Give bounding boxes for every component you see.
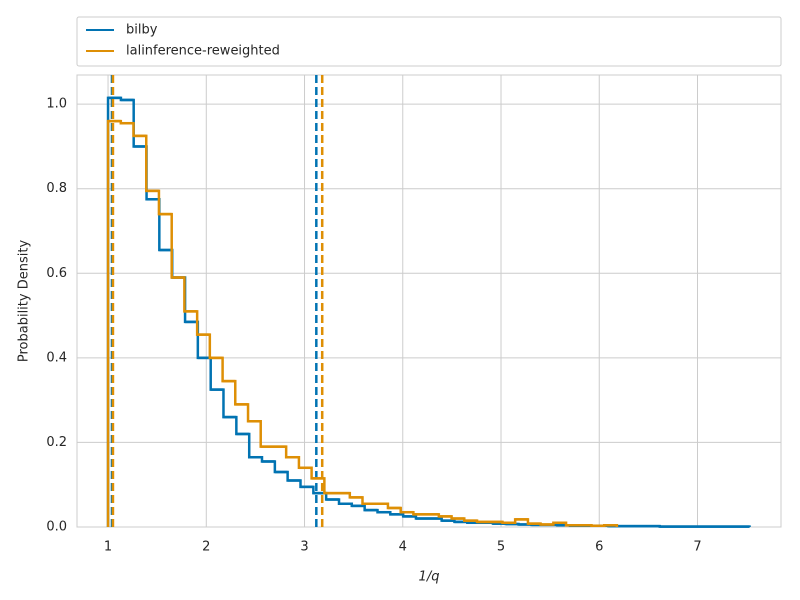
x-tick-label: 5	[497, 540, 505, 555]
x-tick-label: 3	[300, 540, 308, 555]
y-axis-label: Probability Density	[17, 240, 32, 363]
legend-box	[76, 16, 782, 67]
plot-frame	[76, 74, 782, 528]
x-tick-label: 6	[595, 540, 603, 555]
legend-label: bilby	[126, 23, 158, 38]
y-tick-label: 0.8	[46, 181, 67, 196]
legend-label: lalinference-reweighted	[126, 44, 280, 59]
y-tick-label: 0.4	[46, 350, 67, 365]
y-tick-label: 0.2	[46, 435, 67, 450]
x-tick-label: 7	[693, 540, 701, 555]
y-tick-label: 0.6	[46, 266, 67, 281]
y-tick-label: 1.0	[46, 97, 67, 112]
y-tick-label: 0.0	[46, 520, 67, 535]
x-axis-label: 1/q	[419, 570, 440, 585]
x-tick-label: 2	[202, 540, 210, 555]
x-tick-label: 4	[399, 540, 407, 555]
x-tick-label: 1	[104, 540, 112, 555]
